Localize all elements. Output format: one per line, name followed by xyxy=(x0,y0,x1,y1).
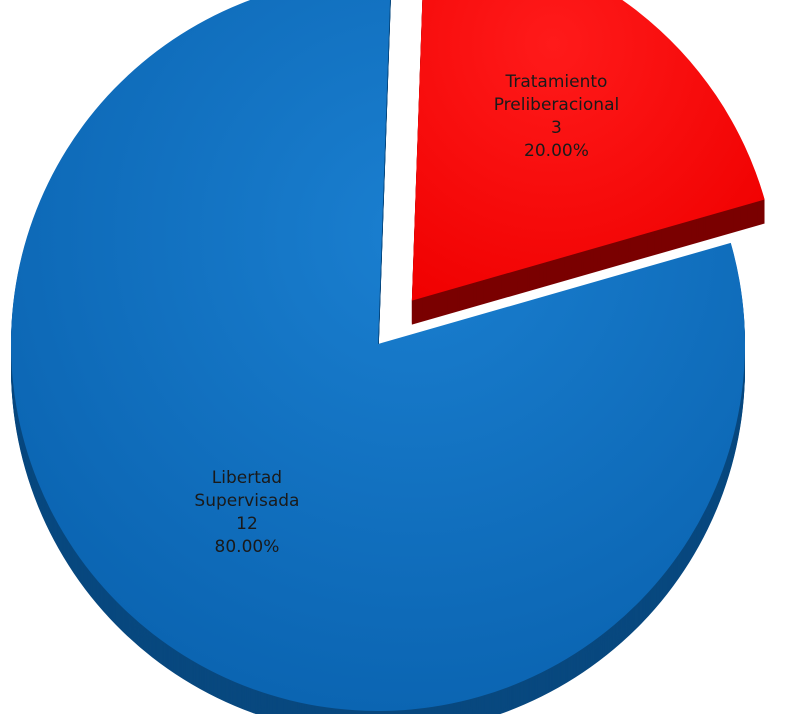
slice-libertad-supervisada[interactable] xyxy=(11,0,745,711)
slice-percent-text: 80.00% xyxy=(215,537,280,557)
slice-label-tratamiento-preliberacional: Tratamiento Preliberacional 3 20.00% xyxy=(494,72,620,161)
pie-labels: Libertad Supervisada 12 80.00% Tratamiento Pr… xyxy=(194,72,619,557)
slice-percent-text: 20.00% xyxy=(524,141,589,161)
slice-category-text: Libertad xyxy=(212,468,282,488)
pie-tops xyxy=(11,0,765,711)
slice-label-libertad-supervisada: Libertad Supervisada 12 80.00% xyxy=(194,468,299,557)
slice-category-text: Tratamiento xyxy=(504,72,607,92)
slice-category-text: Preliberacional xyxy=(494,95,620,115)
slice-tratamiento-preliberacional[interactable] xyxy=(411,0,765,301)
slice-value-text: 12 xyxy=(236,514,258,534)
slice-value-text: 3 xyxy=(551,118,562,138)
slice-category-text: Supervisada xyxy=(194,491,299,511)
